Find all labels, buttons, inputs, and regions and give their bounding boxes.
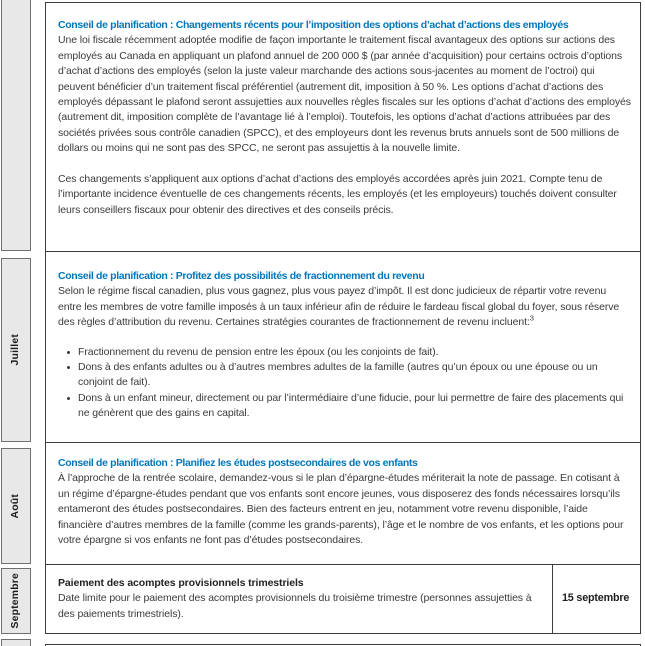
section-title: Paiement des acomptes provisionnels trim… bbox=[58, 577, 304, 589]
section-title: Conseil de planification : Planifiez les… bbox=[58, 457, 418, 469]
month-cell-bottom-partial bbox=[1, 639, 31, 646]
planning-row-instalments: Paiement des acomptes provisionnels trim… bbox=[45, 564, 641, 634]
intro-text: Selon le régime fiscal canadien, plus vo… bbox=[58, 285, 620, 329]
section-title: Conseil de planification : Changements r… bbox=[58, 19, 569, 31]
bullet-icon bbox=[67, 350, 70, 354]
planning-row-bottom-partial bbox=[45, 644, 641, 646]
month-cell-top-partial bbox=[1, 0, 31, 251]
month-label: Septembre bbox=[10, 573, 22, 629]
section-title: Conseil de planification : Profitez des … bbox=[58, 270, 425, 282]
section-paragraph: Date limite pour le paiement des acompte… bbox=[58, 592, 532, 620]
bullet-item: Fractionnement du revenu de pension entr… bbox=[58, 345, 632, 360]
month-cell-aout: Août bbox=[1, 448, 31, 564]
deadline-cell: 15 septembre bbox=[552, 565, 640, 633]
bullet-text: Dons à des enfants adultes ou à d’autres… bbox=[78, 361, 598, 389]
section-intro: Selon le régime fiscal canadien, plus vo… bbox=[58, 284, 632, 330]
planning-row-income-splitting: Conseil de planification : Profitez des … bbox=[45, 251, 641, 443]
section-paragraph: Une loi fiscale récemment adoptée modifi… bbox=[58, 34, 631, 155]
bullet-text: Fractionnement du revenu de pension entr… bbox=[78, 345, 439, 358]
planning-row-education-savings: Conseil de planification : Planifiez les… bbox=[45, 442, 641, 565]
planning-row-stock-options: Conseil de planification : Changements r… bbox=[45, 2, 641, 252]
bullet-icon bbox=[67, 396, 70, 400]
deadline-date: 15 septembre bbox=[562, 592, 630, 605]
section-paragraph: Ces changements s’appliquent aux options… bbox=[58, 173, 617, 216]
bullet-item: Dons à un enfant mineur, directement ou … bbox=[58, 391, 632, 422]
bullet-list: Fractionnement du revenu de pension entr… bbox=[58, 345, 632, 422]
footnote-superscript: 3 bbox=[529, 313, 534, 323]
month-label: Juillet bbox=[10, 334, 22, 366]
month-cell-juillet: Juillet bbox=[1, 258, 31, 442]
section-paragraph: À l’approche de la rentrée scolaire, dem… bbox=[58, 472, 624, 547]
month-cell-septembre: Septembre bbox=[1, 568, 31, 634]
bullet-text: Dons à un enfant mineur, directement ou … bbox=[78, 391, 624, 420]
bullet-icon bbox=[67, 366, 70, 370]
month-label: Août bbox=[10, 493, 22, 519]
bullet-item: Dons à des enfants adultes ou à d’autres… bbox=[58, 360, 632, 391]
